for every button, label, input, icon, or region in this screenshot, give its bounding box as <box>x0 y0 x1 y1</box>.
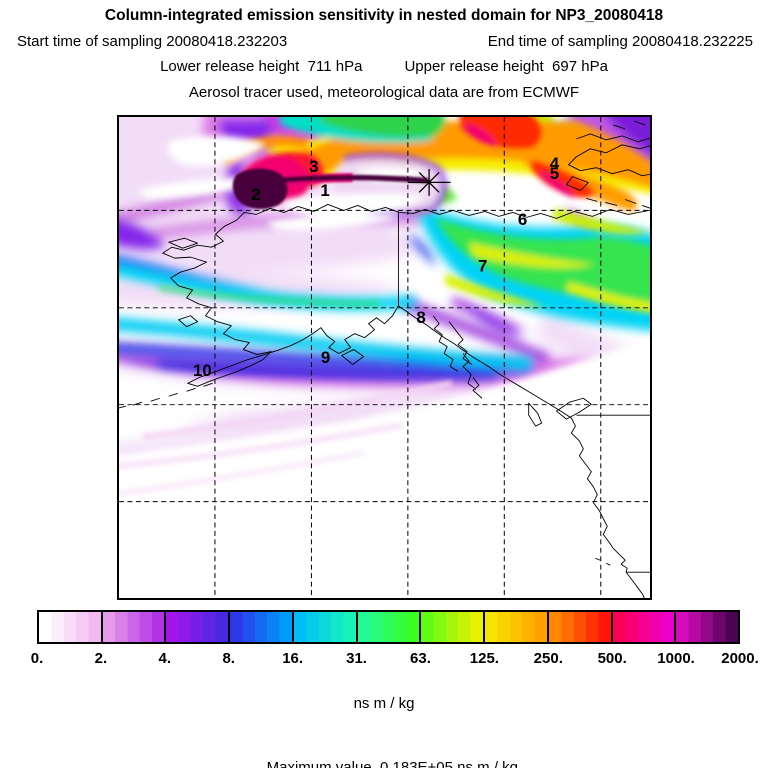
colorbar-tick-label: 2000. <box>721 650 759 667</box>
colorbar-segment <box>355 612 420 642</box>
sampling-times-line: Start time of sampling 20080418.232203 E… <box>0 32 768 51</box>
colorbar-tick-label: 250. <box>533 650 563 667</box>
tracer-note: Aerosol tracer used, meteorological data… <box>188 84 580 101</box>
receptor-marker-7: 7 <box>478 257 487 276</box>
sensitivity-field <box>119 117 650 598</box>
colorbar-tick-label: 63. <box>410 650 431 667</box>
receptor-marker-4: 4 <box>550 154 560 173</box>
asterisk-spoke <box>418 172 440 193</box>
colorbar-segment <box>291 612 356 642</box>
receptor-marker-1: 1 <box>320 181 329 200</box>
receptor-marker-9: 9 <box>321 348 330 367</box>
colorbar-tick-label: 1000. <box>657 650 695 667</box>
lower-release-text: Lower release height 711 hPa <box>160 58 363 75</box>
receptor-marker-5: 5 <box>550 164 559 183</box>
page-title: Column-integrated emission sensitivity i… <box>104 7 664 24</box>
colorbar-segment <box>610 612 675 642</box>
colorbar-segment <box>419 612 484 642</box>
source-asterisk-marker <box>407 168 451 196</box>
colorbar-tick-label: 31. <box>346 650 367 667</box>
marker-layer: 1 2 3 45 6 7 8 9 10 <box>193 154 560 380</box>
colorbar-tick-label: 16. <box>282 650 304 667</box>
max-value-number: 0.183E+05 <box>380 759 453 768</box>
release-heights-line: Lower release height 711 hPa Upper relea… <box>0 57 768 76</box>
colorbar <box>37 610 740 644</box>
colorbar-segment <box>546 612 611 642</box>
colorbar-tick-label: 2. <box>94 650 108 667</box>
coastline-fjords <box>432 315 483 399</box>
colorbar-segment <box>228 612 292 642</box>
receptor-marker-3: 3 <box>309 157 318 176</box>
colorbar-segment <box>483 612 547 642</box>
receptor-marker-2: 2 <box>251 185 260 204</box>
receptor-marker-8: 8 <box>416 308 425 327</box>
coastline-islands <box>119 237 611 566</box>
end-time-text: End time of sampling 20080418.232225 <box>487 33 753 50</box>
receptor-marker-6: 6 <box>518 210 527 229</box>
receptor-marker-10: 10 <box>193 361 212 380</box>
start-time-text: Start time of sampling 20080418.232203 <box>17 33 288 50</box>
colorbar-segment <box>39 612 101 642</box>
colorbar-units: ns m / kg <box>353 695 415 712</box>
colorbar-tick-label: 4. <box>158 650 172 667</box>
colorbar-segment <box>164 612 229 642</box>
max-value-gap <box>372 759 380 768</box>
colorbar-segment <box>100 612 165 642</box>
coastline-path <box>162 204 650 598</box>
colorbar-tick-label: 125. <box>469 650 499 667</box>
sensitivity-map: 1 2 3 45 6 7 8 9 10 <box>119 117 650 598</box>
coastline-siberia <box>566 120 650 209</box>
max-value-line: Maximum value 0.183E+05 ns m / kg <box>0 739 768 768</box>
colorbar-tick-label: 500. <box>597 650 627 667</box>
political-borders <box>397 212 650 573</box>
max-value-label: Maximum value <box>266 759 372 768</box>
coastline-layer <box>119 120 650 598</box>
colorbar-segment <box>674 612 739 642</box>
colorbar-tick-label: 0. <box>30 650 44 667</box>
map-panel: 1 2 3 4 5 6 7 8 9 10 <box>117 115 652 600</box>
colorbar-tick-label: 8. <box>222 650 235 667</box>
colorbar-tick-labels: 0. 2. 4. 8. 16. 31. 63. 125. 250. 500. 1000. 2000. <box>31 650 759 670</box>
max-value-units: ns m / kg <box>457 759 519 768</box>
graticule-grid <box>119 117 650 598</box>
upper-release-text: Upper release height 697 hPa <box>404 58 608 75</box>
